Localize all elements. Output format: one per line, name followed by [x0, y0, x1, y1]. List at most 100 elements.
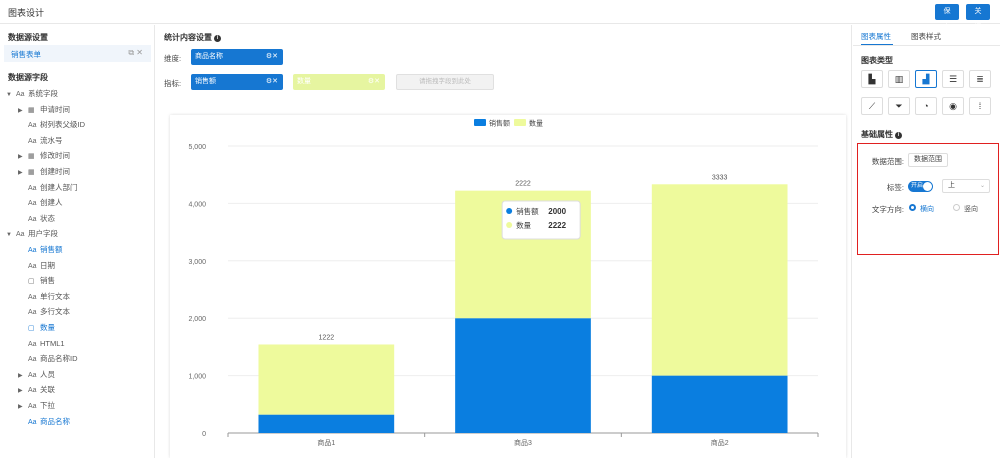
- chip-settings-close-icon[interactable]: ⚙✕: [367, 78, 380, 85]
- top-bar: 图表设计 保存 关闭: [0, 0, 1000, 31]
- hbar-stacked-icon[interactable]: ≣: [969, 70, 991, 88]
- hbar-icon[interactable]: ☰: [942, 70, 964, 88]
- kpi-chart-icon[interactable]: ⁞: [969, 97, 991, 115]
- tree-item[interactable]: Aa 商品名称ID: [18, 352, 78, 366]
- close-button[interactable]: 关闭: [966, 4, 990, 31]
- caret-right-icon[interactable]: ▶: [18, 107, 23, 114]
- metric-chip-quantity-label: 数量: [297, 78, 311, 85]
- label-toggle[interactable]: 开启: [908, 181, 933, 192]
- tree-item[interactable]: ▶ Aa 人员: [18, 368, 55, 382]
- field-type-icon: Aa: [28, 403, 37, 410]
- info-icon: i: [214, 35, 221, 42]
- datasource-title: 数据源设置: [8, 33, 48, 42]
- metric-chip-quantity[interactable]: 数量 ⚙✕: [293, 74, 385, 90]
- tree-item-label: 数量: [40, 323, 55, 332]
- tree-item[interactable]: Aa 创建人部门: [18, 181, 78, 195]
- tree-item[interactable]: ▶ ▦ 申请时间: [18, 103, 70, 117]
- tree-item[interactable]: Aa 创建人: [18, 196, 63, 210]
- legend-swatch: [474, 119, 486, 126]
- tooltip-name: 销售额: [516, 206, 539, 216]
- caret-right-icon[interactable]: ▶: [18, 170, 23, 176]
- datasource-item-label: 销售表单: [11, 50, 41, 59]
- metric-label: 指标:: [164, 79, 182, 88]
- gauge-chart-icon[interactable]: ◉: [942, 97, 964, 115]
- page-title: 图表设计: [8, 8, 45, 18]
- caret-down-icon[interactable]: ▼: [6, 92, 12, 98]
- tree-item-label: 树列表父级ID: [40, 120, 85, 130]
- caret-right-icon[interactable]: ▶: [18, 388, 23, 395]
- field-type-icon: ▦: [28, 106, 35, 114]
- radio-horizontal-label: 横向: [920, 206, 934, 213]
- chip-settings-close-icon[interactable]: ⚙✕: [265, 78, 278, 85]
- caret-right-icon[interactable]: ▶: [18, 154, 23, 161]
- bar-quantity: [258, 344, 395, 415]
- field-type-icon: Aa: [16, 231, 25, 239]
- tree-item[interactable]: ▶ Aa 关联: [18, 383, 55, 397]
- metric-drop-zone[interactable]: 请拖拽字段到此处: [396, 74, 494, 90]
- basic-props-label: 基础属性: [861, 130, 893, 139]
- tree-item[interactable]: Aa 商品名称: [18, 415, 70, 429]
- caret-right-icon[interactable]: ▶: [18, 404, 23, 410]
- field-type-icon: Aa: [28, 371, 37, 379]
- tree-item[interactable]: Aa 状态: [18, 212, 55, 226]
- radio-vertical[interactable]: [953, 204, 960, 211]
- field-type-icon: Aa: [28, 418, 37, 426]
- tree-item[interactable]: Aa 树列表父级ID: [18, 118, 85, 132]
- tree-item[interactable]: ▶ ▦ 创建时间: [18, 165, 70, 179]
- label-position-select[interactable]: 上 ⌄: [942, 179, 990, 193]
- tab-chart-style[interactable]: 图表样式: [911, 32, 941, 41]
- tab-chart-properties[interactable]: 图表属性: [861, 32, 891, 41]
- pie-chart-icon[interactable]: ◔: [915, 97, 937, 115]
- dimension-label: 维度:: [164, 54, 182, 63]
- tree-item-label: 系统字段: [28, 89, 58, 98]
- tree-item[interactable]: ▢ 数量: [18, 321, 55, 335]
- field-type-icon: Aa: [28, 262, 37, 270]
- datasource-ops-icons[interactable]: ⧉ ✕: [128, 48, 143, 57]
- tree-item-label: 下拉: [40, 401, 55, 410]
- fields-title: 数据源字段: [8, 73, 48, 82]
- tree-item[interactable]: ▶ Aa 下拉: [18, 399, 55, 413]
- y-tick-label: 0: [202, 431, 206, 438]
- line-chart-icon[interactable]: ⟋: [861, 97, 883, 115]
- field-type-icon: Aa: [28, 356, 37, 364]
- content-settings-title: 统计内容设置 i: [164, 32, 221, 43]
- label-position-value: 上: [948, 182, 955, 189]
- y-tick-label: 4,000: [188, 201, 206, 208]
- tree-item-label: 修改时间: [40, 151, 70, 161]
- tree-item-label: 销售: [40, 276, 55, 286]
- metric-chip-sales[interactable]: 销售额 ⚙✕: [191, 74, 283, 90]
- tree-item-label: 创建时间: [40, 167, 70, 176]
- tooltip-value: 2000: [548, 207, 566, 216]
- tree-item-label: 申请时间: [40, 104, 70, 114]
- tree-item[interactable]: Aa 多行文本: [18, 305, 70, 319]
- tree-item[interactable]: Aa 单行文本: [18, 290, 70, 304]
- tree-item[interactable]: ▶ ▦ 修改时间: [18, 149, 70, 163]
- tree-item[interactable]: Aa 流水号: [18, 134, 63, 148]
- bar-stacked-alt-icon[interactable]: ▟: [915, 70, 937, 88]
- caret-down-icon[interactable]: ▼: [6, 232, 12, 239]
- bar-stacked-icon[interactable]: ▙: [861, 70, 883, 88]
- tree-item[interactable]: ▼ Aa 系统字段: [6, 87, 58, 101]
- tree-item-label: 多行文本: [40, 307, 70, 317]
- legend-label: 销售额: [489, 119, 510, 128]
- field-type-icon: Aa: [28, 340, 37, 348]
- field-type-icon: Aa: [28, 184, 37, 192]
- tree-item[interactable]: ▢ 销售: [18, 274, 55, 288]
- tree-item[interactable]: Aa 销售额: [18, 243, 63, 257]
- bar-grouped-icon[interactable]: ▥: [888, 70, 910, 88]
- funnel-chart-icon[interactable]: ⏷: [888, 97, 910, 115]
- data-range-button[interactable]: 数据范围: [908, 153, 948, 167]
- tree-item[interactable]: ▼ Aa 用户字段: [6, 227, 58, 241]
- save-button[interactable]: 保存: [935, 4, 959, 31]
- dimension-chip-label: 商品名称: [195, 53, 223, 60]
- bar-sales: [455, 318, 591, 433]
- radio-horizontal[interactable]: [909, 204, 916, 211]
- chip-settings-close-icon[interactable]: ⚙✕: [265, 53, 278, 60]
- datasource-item[interactable]: 销售表单 ⧉ ✕: [4, 45, 151, 62]
- dimension-chip[interactable]: 商品名称 ⚙✕: [191, 49, 283, 65]
- content-settings-label: 统计内容设置: [164, 33, 212, 42]
- tree-item[interactable]: Aa 日期: [18, 259, 55, 273]
- tree-item[interactable]: Aa HTML1: [18, 337, 65, 351]
- caret-right-icon[interactable]: ▶: [18, 372, 23, 379]
- field-type-icon: ▦: [28, 153, 35, 161]
